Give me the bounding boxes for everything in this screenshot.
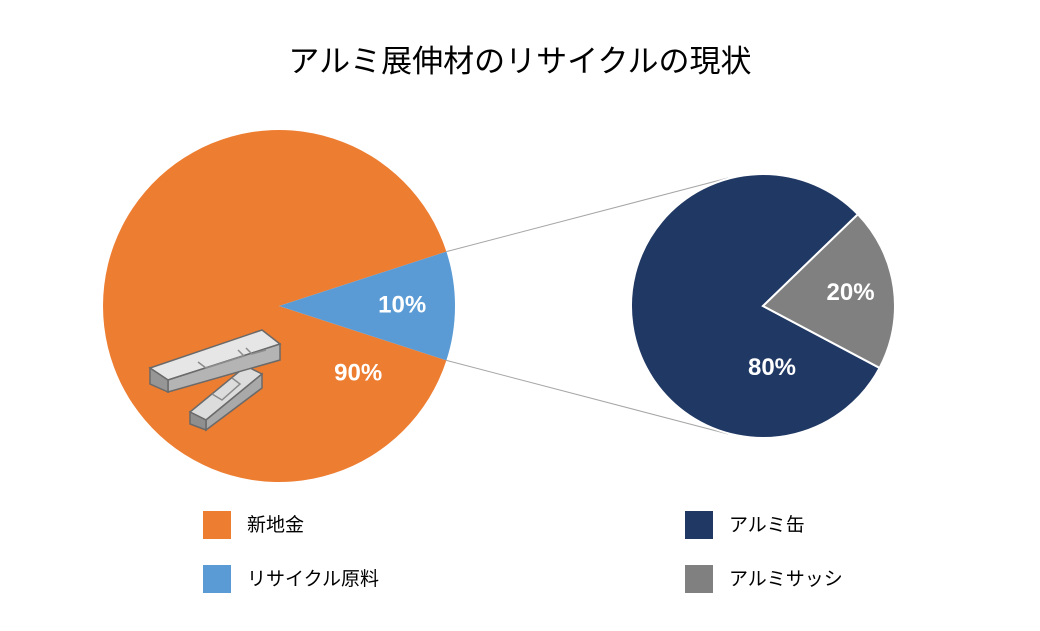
aluminum-ingot-icon [148, 329, 282, 432]
label-aluminum-sash: 20% [827, 279, 875, 306]
slice-aluminum-can [630, 173, 881, 439]
legend-swatch-aluminum-can [685, 511, 713, 539]
chart-title: アルミ展伸材のリサイクルの現状 [288, 44, 752, 80]
legend-item-aluminum-can: アルミ缶 [685, 511, 843, 539]
legend-label-recycled-material: リサイクル原料 [247, 568, 380, 590]
legend-swatch-aluminum-sash [685, 565, 713, 593]
sub-pie [630, 173, 896, 439]
main-pie [103, 130, 456, 483]
legend-item-recycled-material: リサイクル原料 [203, 565, 379, 593]
slice-new-ingot [103, 130, 447, 483]
connector-lines [446, 177, 729, 435]
label-new-ingot: 90% [334, 359, 382, 386]
slice-aluminum-sash [761, 212, 896, 370]
legend-label-aluminum-can: アルミ缶 [729, 514, 805, 536]
legend-item-new-ingot: 新地金 [203, 511, 379, 539]
legend-label-aluminum-sash: アルミサッシ [729, 568, 843, 590]
slice-labels: 10% 90% 20% 80% [334, 279, 874, 386]
label-aluminum-can: 80% [748, 354, 796, 381]
connector-line-bottom [446, 359, 729, 435]
legend-left: 新地金 リサイクル原料 [203, 511, 379, 593]
legend-swatch-new-ingot [203, 511, 231, 539]
legend-swatch-recycled-material [203, 565, 231, 593]
connector-line-top [446, 177, 729, 253]
slice-recycled-material [279, 251, 456, 361]
legend-label-new-ingot: 新地金 [247, 514, 305, 536]
legend-item-aluminum-sash: アルミサッシ [685, 565, 843, 593]
label-recycled-material: 10% [378, 291, 426, 318]
legend-right: アルミ缶 アルミサッシ [685, 511, 843, 593]
